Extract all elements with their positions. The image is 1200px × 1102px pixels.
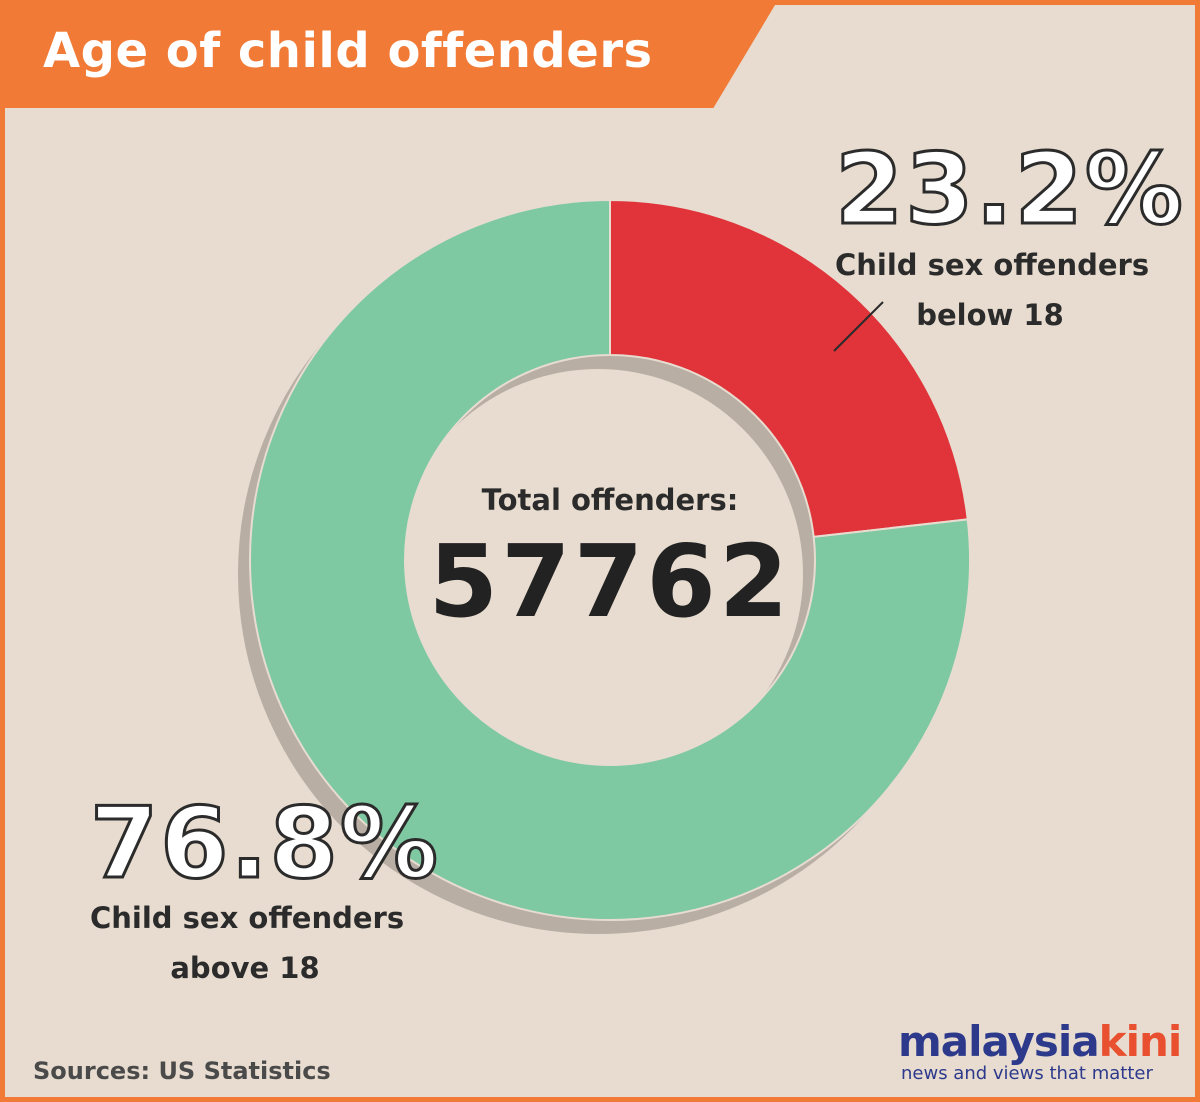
chart-title: Age of child offenders xyxy=(43,23,653,79)
above-18-label: Child sex offenders above 18 xyxy=(90,893,405,993)
logo-part1: malaysia xyxy=(898,1017,1100,1066)
logo-part2: kini xyxy=(1098,1017,1183,1066)
title-banner xyxy=(5,5,775,108)
below-18-percent: 23.2% xyxy=(834,132,1185,249)
logo-tagline: news and views that matter xyxy=(901,1063,1153,1084)
below-18-label-line1: Child sex offenders xyxy=(835,248,1150,282)
malaysiakini-logo: malaysiakini xyxy=(898,1017,1183,1066)
total-label: Total offenders: xyxy=(481,483,739,517)
above-18-label-line2: above 18 xyxy=(170,951,320,985)
leader-line xyxy=(833,301,884,352)
source-note: Sources: US Statistics xyxy=(33,1057,331,1085)
below-18-label-line2: below 18 xyxy=(916,298,1064,332)
slice-above-18 xyxy=(249,198,971,921)
above-18-percent: 76.8% xyxy=(89,786,440,903)
slice-below-18 xyxy=(609,198,969,538)
infographic-frame: Age of child offenders 23.2% Child sex o… xyxy=(5,5,1195,1097)
below-18-label: Child sex offenders below 18 xyxy=(835,240,1150,340)
total-value: 57762 xyxy=(428,523,792,640)
donut-chart xyxy=(238,198,971,934)
above-18-label-line1: Child sex offenders xyxy=(90,901,405,935)
